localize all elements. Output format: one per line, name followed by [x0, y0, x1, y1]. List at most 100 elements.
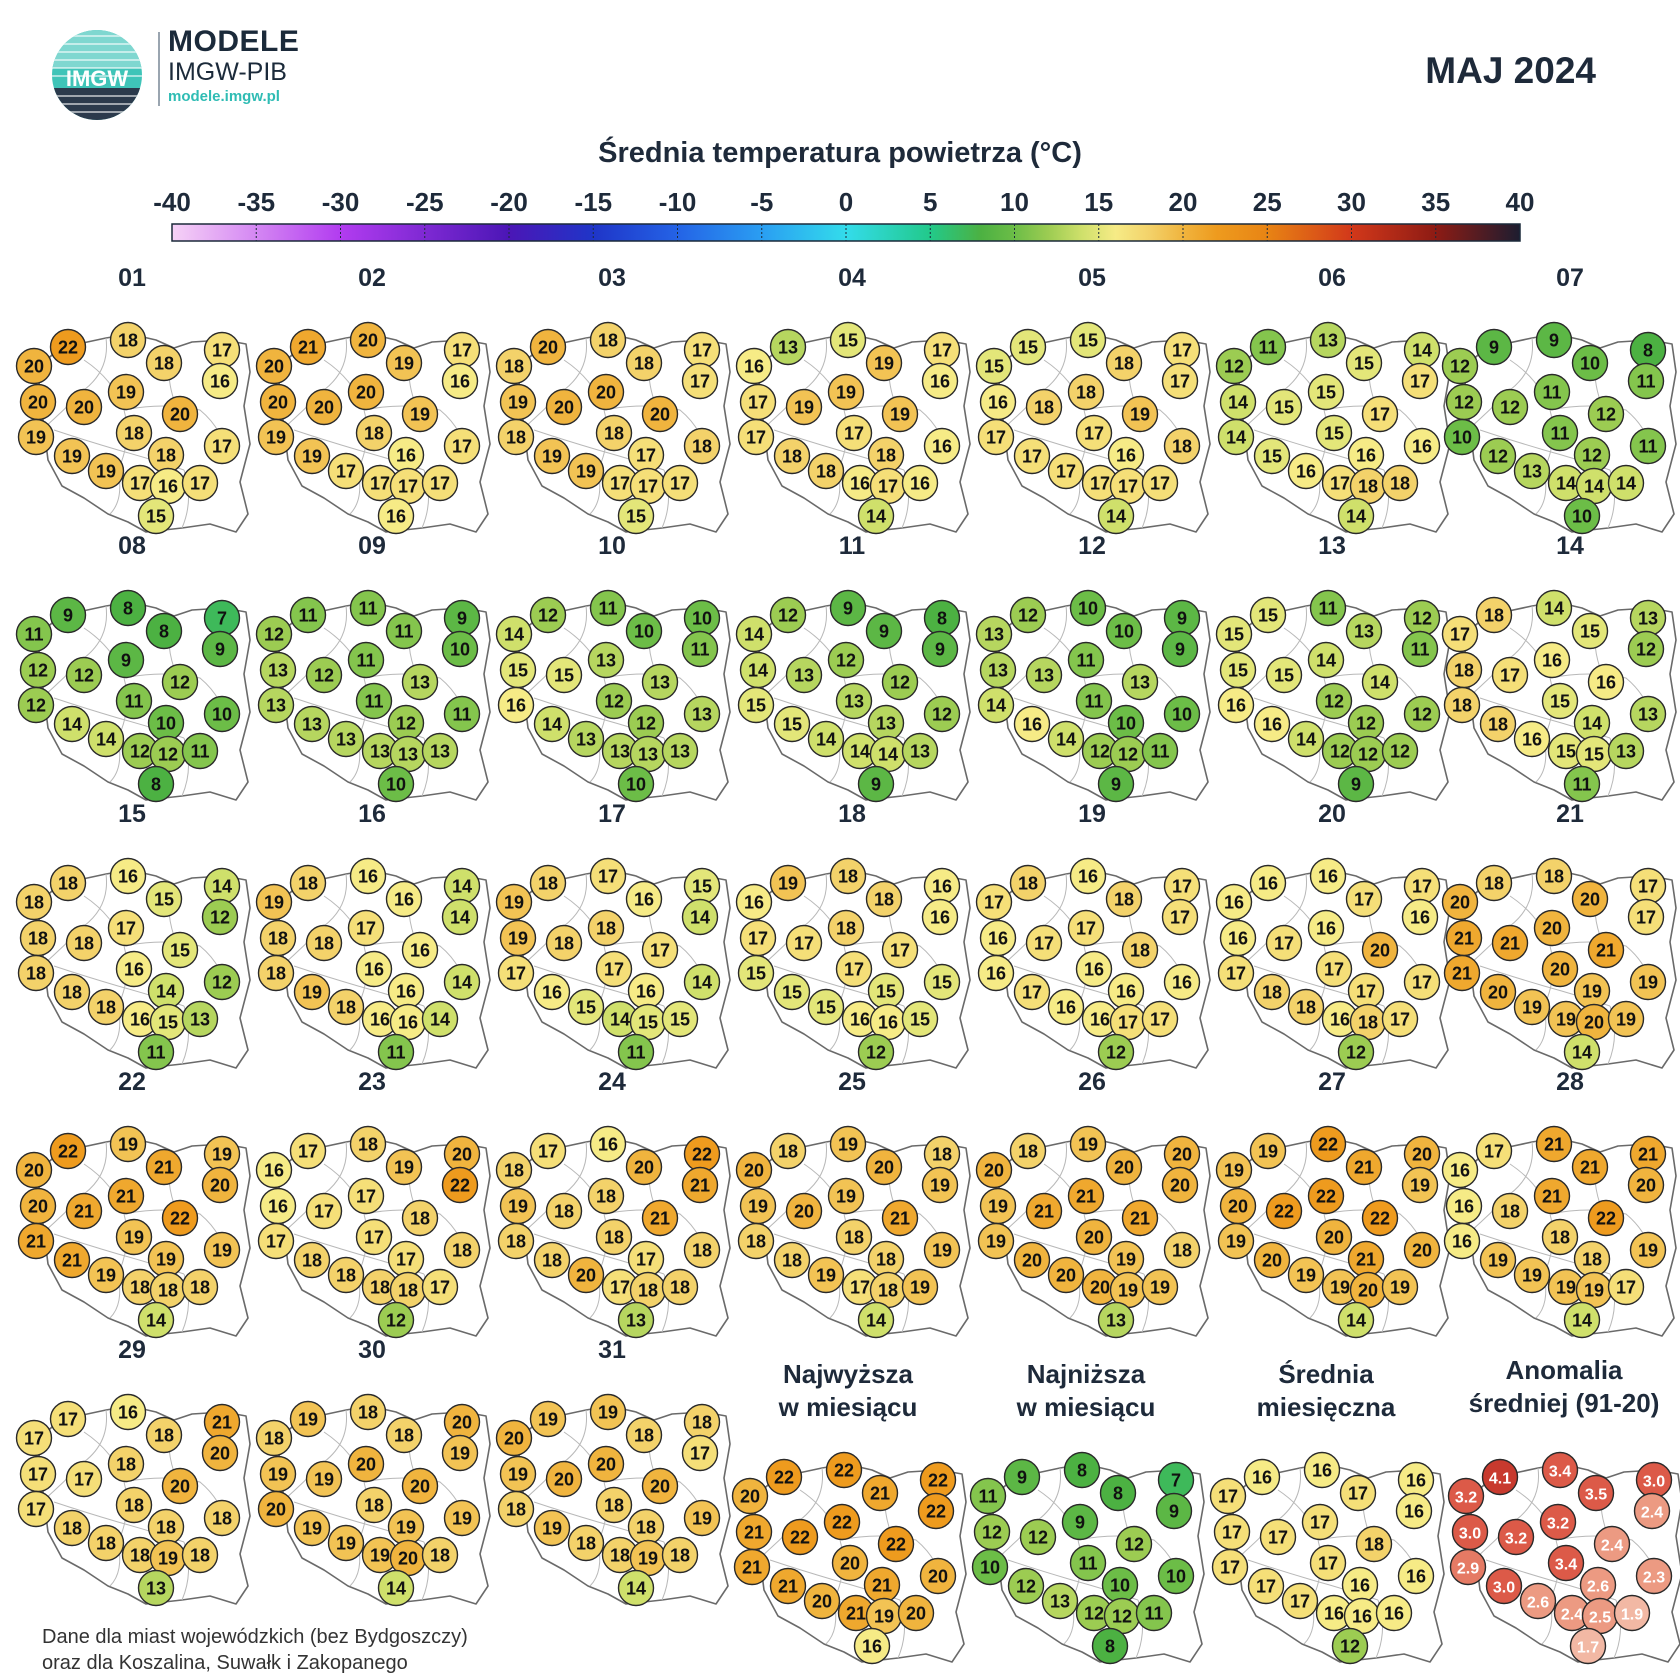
city-marker: 10: [625, 612, 663, 650]
city-marker-value: 18: [1488, 715, 1508, 735]
city-marker: 17: [17, 1490, 55, 1528]
city-marker-value: 16: [988, 929, 1008, 949]
city-marker: 19: [923, 1231, 961, 1269]
city-marker-circle: [773, 973, 811, 1011]
city-marker-circle: [497, 418, 535, 456]
city-marker-circle: [1375, 1594, 1413, 1632]
city-marker-value: 15: [1354, 354, 1374, 374]
city-marker-circle: [1309, 1544, 1347, 1582]
colorbar-tick-label: 10: [1000, 187, 1029, 217]
city-marker-value: 20: [452, 1413, 472, 1433]
brand-url[interactable]: modele.imgw.pl: [168, 88, 280, 105]
city-marker: 10: [1105, 612, 1143, 650]
city-marker: 13: [835, 682, 873, 720]
city-marker-circle: [1513, 452, 1551, 490]
city-marker: 21: [17, 1222, 55, 1260]
city-marker-value: 8: [1077, 1461, 1087, 1481]
city-marker: 17: [421, 1268, 459, 1306]
city-marker: 19: [1401, 1166, 1439, 1204]
city-marker: 18: [1163, 427, 1201, 465]
city-marker-value: 21: [1034, 1202, 1054, 1222]
city-marker: 20: [545, 1460, 583, 1498]
city-marker-value: 14: [156, 982, 176, 1002]
colorbar-tick-label: -15: [574, 187, 612, 217]
city-marker-circle: [827, 641, 865, 679]
city-marker-value: 15: [1556, 742, 1576, 762]
city-marker: 17: [1321, 464, 1359, 502]
city-marker-circle: [161, 1467, 199, 1505]
city-marker-circle: [1075, 414, 1113, 452]
city-marker: 20: [1533, 909, 1571, 947]
city-marker-value: 1.7: [1577, 1640, 1599, 1657]
city-marker-value: 18: [268, 929, 288, 949]
city-marker-value: 20: [358, 331, 378, 351]
city-marker: 14: [441, 898, 479, 936]
city-marker-value: 18: [876, 1250, 896, 1270]
city-marker: 19: [17, 418, 55, 456]
city-marker-circle: [1217, 686, 1255, 724]
city-marker-circle: [161, 1199, 199, 1237]
city-marker: 12: [121, 732, 159, 770]
city-marker-value: 13: [910, 742, 930, 762]
city-marker: 17: [683, 331, 721, 369]
city-marker-circle: [289, 328, 327, 366]
city-marker-value: 18: [58, 874, 78, 894]
city-marker-circle: [107, 909, 145, 947]
city-marker: 18: [147, 1508, 185, 1546]
city-marker-value: 15: [746, 964, 766, 984]
city-marker-value: 13: [638, 745, 658, 765]
city-marker-circle: [1281, 1582, 1319, 1620]
city-marker: 17: [1209, 1477, 1247, 1515]
logo-text: IMGW: [66, 66, 129, 91]
city-marker-value: 13: [778, 338, 798, 358]
city-marker-value: 12: [890, 673, 910, 693]
city-marker-value: 10: [626, 775, 646, 795]
city-marker-circle: [1097, 765, 1135, 803]
city-marker-value: 16: [910, 474, 930, 494]
city-marker-circle: [1009, 1132, 1047, 1170]
city-marker-circle: [1587, 395, 1625, 433]
city-marker-value: 17: [130, 474, 150, 494]
city-marker: 9: [107, 641, 145, 679]
city-marker-circle: [1361, 931, 1399, 969]
city-marker: 17: [1217, 954, 1255, 992]
city-marker: 15: [1265, 656, 1303, 694]
city-marker-circle: [1253, 705, 1291, 743]
city-marker: 12: [203, 963, 241, 1001]
city-marker: 21: [863, 1566, 901, 1604]
city-marker-value: 17: [1118, 477, 1138, 497]
city-marker-circle: [349, 589, 387, 627]
city-marker: 19: [1069, 1125, 1107, 1163]
city-marker-value: 13: [370, 742, 390, 762]
city-marker-circle: [1629, 427, 1667, 465]
city-marker-circle: [421, 1536, 459, 1574]
city-marker-value: 17: [844, 960, 864, 980]
city-marker-circle: [1211, 1548, 1249, 1586]
city-marker-value: 18: [266, 964, 286, 984]
city-marker: 14: [1307, 641, 1345, 679]
city-marker-circle: [1067, 909, 1105, 947]
city-marker: 12: [769, 596, 807, 634]
city-marker-value: 17: [1318, 1554, 1338, 1574]
city-marker: 14: [203, 867, 241, 905]
city-marker: 14: [1337, 1301, 1375, 1339]
city-marker-circle: [857, 1033, 895, 1071]
city-marker-circle: [49, 1132, 87, 1170]
city-marker-value: 10: [1078, 599, 1098, 619]
city-marker-value: 20: [576, 1266, 596, 1286]
city-marker-circle: [829, 857, 867, 895]
city-marker: 18: [107, 1445, 145, 1483]
city-marker-value: 19: [890, 405, 910, 425]
city-marker: 20: [1075, 1218, 1113, 1256]
city-marker: 15: [1253, 437, 1291, 475]
city-marker-value: 17: [1090, 474, 1110, 494]
city-marker: 21: [1491, 924, 1529, 962]
city-marker-circle: [1539, 1503, 1577, 1541]
city-marker: 20: [1575, 1003, 1613, 1041]
summary-label: Najniższa w miesiącu: [976, 1358, 1196, 1424]
day-label: 13: [1318, 532, 1346, 560]
city-marker-circle: [785, 1192, 823, 1230]
city-marker-circle: [1401, 1166, 1439, 1204]
city-marker-value: 19: [1116, 1250, 1136, 1270]
